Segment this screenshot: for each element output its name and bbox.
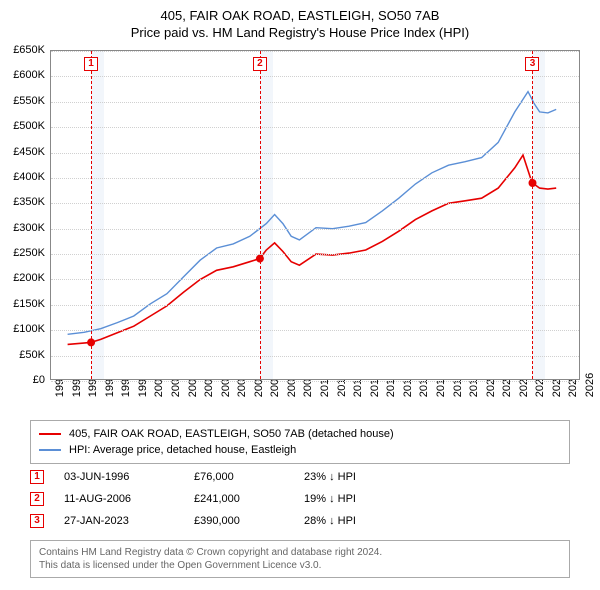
gridline-h	[51, 381, 579, 382]
event-row: 2 11-AUG-2006 £241,000 19% ↓ HPI	[30, 488, 570, 510]
event-marker-box: 3	[525, 57, 539, 71]
event-row: 3 27-JAN-2023 £390,000 28% ↓ HPI	[30, 510, 570, 532]
y-tick-label: £450K	[3, 146, 45, 158]
footer-line-2: This data is licensed under the Open Gov…	[39, 559, 561, 572]
gridline-h	[51, 127, 579, 128]
y-tick-label: £250K	[3, 247, 45, 259]
events-table: 1 03-JUN-1996 £76,000 23% ↓ HPI 2 11-AUG-2006…	[30, 466, 570, 532]
y-tick-label: £500K	[3, 120, 45, 132]
gridline-h	[51, 279, 579, 280]
event-price: £241,000	[194, 493, 284, 505]
gridline-h	[51, 305, 579, 306]
event-price: £76,000	[194, 471, 284, 483]
legend-swatch	[39, 433, 61, 435]
legend-item: 405, FAIR OAK ROAD, EASTLEIGH, SO50 7AB …	[39, 426, 561, 442]
subtitle: Price paid vs. HM Land Registry's House …	[0, 25, 600, 40]
gridline-h	[51, 330, 579, 331]
event-date: 27-JAN-2023	[64, 515, 174, 527]
y-tick-label: £0	[3, 374, 45, 386]
figure-container: 405, FAIR OAK ROAD, EASTLEIGH, SO50 7AB …	[0, 0, 600, 590]
legend-item: HPI: Average price, detached house, East…	[39, 442, 561, 458]
y-tick-label: £650K	[3, 44, 45, 56]
event-vline	[532, 51, 533, 379]
y-tick-label: £100K	[3, 323, 45, 335]
y-tick-label: £200K	[3, 272, 45, 284]
footer-line-1: Contains HM Land Registry data © Crown c…	[39, 546, 561, 559]
y-tick-label: £600K	[3, 69, 45, 81]
event-date: 03-JUN-1996	[64, 471, 174, 483]
chart-plot-area: 1 2 3	[50, 50, 580, 380]
event-marker-box: 2	[253, 57, 267, 71]
series-line	[68, 155, 557, 344]
event-marker: 2	[30, 492, 44, 506]
y-tick-label: £150K	[3, 298, 45, 310]
gridline-h	[51, 153, 579, 154]
event-vline	[91, 51, 92, 379]
gridline-h	[51, 51, 579, 52]
event-vline	[260, 51, 261, 379]
gridline-h	[51, 76, 579, 77]
gridline-h	[51, 356, 579, 357]
gridline-h	[51, 178, 579, 179]
y-tick-label: £400K	[3, 171, 45, 183]
event-marker-box: 1	[84, 57, 98, 71]
gridline-h	[51, 254, 579, 255]
event-date: 11-AUG-2006	[64, 493, 174, 505]
chart-svg	[51, 51, 581, 381]
event-price: £390,000	[194, 515, 284, 527]
legend-swatch	[39, 449, 61, 451]
x-tick-label: 2026	[584, 373, 596, 397]
legend-label: HPI: Average price, detached house, East…	[69, 444, 296, 456]
title: 405, FAIR OAK ROAD, EASTLEIGH, SO50 7AB	[0, 8, 600, 23]
footer: Contains HM Land Registry data © Crown c…	[30, 540, 570, 578]
event-delta: 28% ↓ HPI	[304, 515, 424, 527]
event-delta: 19% ↓ HPI	[304, 493, 424, 505]
y-tick-label: £350K	[3, 196, 45, 208]
gridline-h	[51, 102, 579, 103]
header: 405, FAIR OAK ROAD, EASTLEIGH, SO50 7AB …	[0, 0, 600, 44]
gridline-h	[51, 229, 579, 230]
event-marker: 3	[30, 514, 44, 528]
legend: 405, FAIR OAK ROAD, EASTLEIGH, SO50 7AB …	[30, 420, 570, 464]
gridline-h	[51, 203, 579, 204]
y-tick-label: £550K	[3, 95, 45, 107]
event-row: 1 03-JUN-1996 £76,000 23% ↓ HPI	[30, 466, 570, 488]
y-tick-label: £50K	[3, 349, 45, 361]
event-delta: 23% ↓ HPI	[304, 471, 424, 483]
legend-label: 405, FAIR OAK ROAD, EASTLEIGH, SO50 7AB …	[69, 428, 394, 440]
event-marker: 1	[30, 470, 44, 484]
y-tick-label: £300K	[3, 222, 45, 234]
